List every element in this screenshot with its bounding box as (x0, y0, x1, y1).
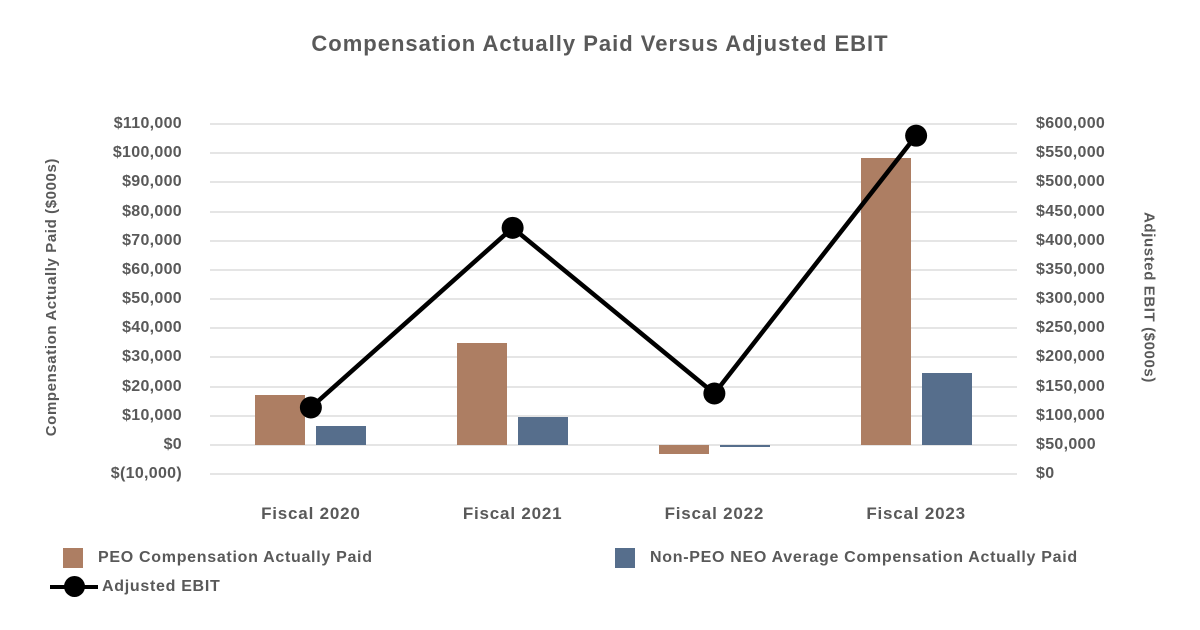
right-axis-tick-label: $350,000 (1036, 260, 1106, 278)
plot-area (210, 123, 1017, 475)
adjusted-ebit-marker (703, 382, 726, 405)
peo-bar (658, 444, 709, 455)
left-axis-tick-label: $100,000 (112, 144, 182, 162)
gridline (210, 268, 1017, 271)
peo-bar (255, 395, 306, 445)
right-axis-tick-label: $500,000 (1036, 173, 1106, 191)
adjusted-ebit-marker (299, 396, 322, 419)
right-axis-tick-label: $150,000 (1036, 377, 1106, 395)
left-axis-tick-label: $0 (163, 435, 182, 453)
left-axis-tick-label: $110,000 (113, 115, 182, 132)
gridline (210, 298, 1017, 300)
x-axis-category-label: Fiscal 2021 (462, 504, 563, 523)
gridline (210, 356, 1017, 359)
left-axis-tick-label: $80,000 (122, 202, 182, 220)
legend-label-adjusted-ebit: Adjusted EBIT (102, 577, 221, 595)
neo-bar (719, 444, 770, 447)
gridline (210, 239, 1017, 242)
left-axis-tick-label: $60,000 (122, 260, 182, 278)
adjusted-ebit-line-path (309, 134, 918, 410)
neo-bar (518, 417, 569, 445)
gridline (210, 327, 1017, 330)
chart-title: Compensation Actually Paid Versus Adjust… (311, 31, 889, 56)
legend-item-peo: PEO Compensation Actually Paid (63, 548, 373, 568)
line-dot-legend-icon (50, 576, 98, 597)
right-axis-tick-label: $250,000 (1036, 319, 1106, 337)
gridline (210, 385, 1017, 388)
left-axis-tick-label: $40,000 (122, 319, 182, 337)
gridline (210, 210, 1017, 213)
right-axis-tick-label: $600,000 (1036, 115, 1106, 132)
left-axis-tick-label: $90,000 (122, 173, 182, 191)
right-axis-tick-label: $200,000 (1036, 348, 1106, 366)
right-axis-title: Adjusted EBIT ($000s) (1140, 212, 1158, 383)
left-axis-tick-label: $70,000 (122, 231, 182, 249)
gridline (210, 123, 1017, 125)
right-axis-tick-label: $100,000 (1036, 406, 1106, 424)
legend-item-adjusted-ebit: Adjusted EBIT (50, 576, 220, 597)
right-axis-tick-label: $50,000 (1036, 435, 1096, 453)
right-axis-tick-label: $550,000 (1036, 144, 1106, 162)
left-axis-tick-label: $50,000 (122, 290, 182, 307)
x-axis-category-label: Fiscal 2023 (866, 504, 966, 523)
peo-bar (457, 342, 508, 445)
left-axis-tick-label: $(10,000) (110, 465, 182, 482)
right-axis-tick-label: $450,000 (1036, 202, 1106, 220)
neo-bar (316, 426, 367, 445)
right-axis-tick-label: $0 (1036, 465, 1055, 482)
legend-label-peo: PEO Compensation Actually Paid (98, 549, 373, 566)
right-axis-tick-label: $300,000 (1036, 290, 1106, 307)
peo-bar (860, 157, 911, 445)
left-axis-tick-label: $20,000 (122, 377, 182, 395)
x-axis-category-label: Fiscal 2020 (261, 504, 361, 523)
adjusted-ebit-line (299, 124, 928, 419)
legend-item-neo: Non-PEO NEO Average Compensation Actuall… (615, 548, 1078, 568)
left-axis-tick-label: $10,000 (122, 406, 182, 424)
gridline (210, 181, 1017, 184)
x-axis-category-label: Fiscal 2022 (664, 504, 765, 523)
right-axis-tick-label: $400,000 (1036, 231, 1106, 249)
peo-legend-swatch-icon (63, 548, 83, 568)
gridline (210, 414, 1017, 417)
gridline (210, 152, 1017, 155)
gridline (210, 473, 1017, 475)
gridline (210, 443, 1017, 446)
left-axis-tick-label: $30,000 (122, 348, 182, 366)
neo-bar (921, 373, 972, 445)
adjusted-ebit-marker (905, 124, 928, 147)
neo-legend-swatch-icon (615, 548, 635, 568)
legend-label-neo: Non-PEO NEO Average Compensation Actuall… (650, 549, 1078, 566)
adjusted-ebit-marker (501, 216, 524, 239)
